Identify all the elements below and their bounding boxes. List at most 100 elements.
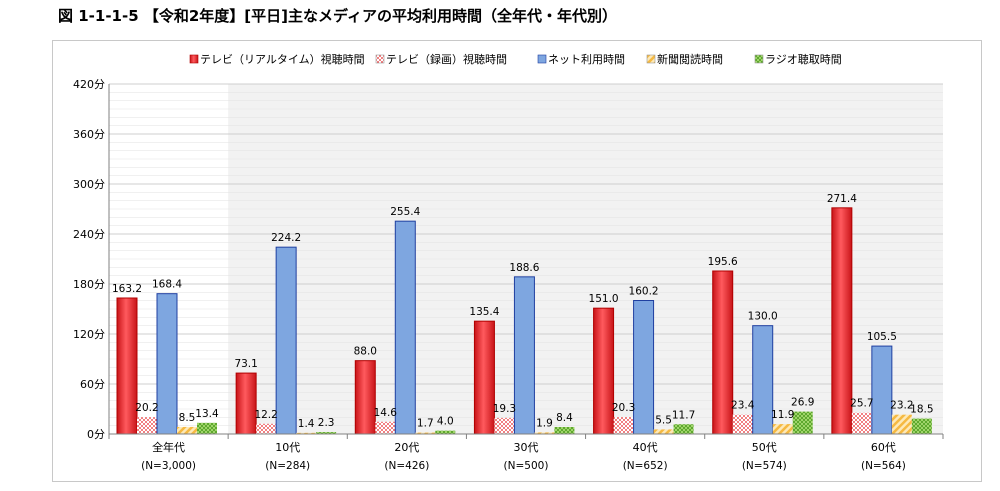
- bar-tv-recorded: [851, 412, 872, 434]
- y-tick-label: 120分: [73, 328, 105, 341]
- bar-radio: [197, 422, 217, 434]
- legend-swatch: [375, 54, 385, 64]
- bar-tv-recorded: [375, 421, 396, 434]
- data-label: 18.5: [910, 404, 933, 416]
- bar-newspaper: [891, 414, 912, 434]
- data-label: 8.4: [556, 412, 573, 424]
- legend-swatch: [646, 54, 656, 64]
- bar-tv-realtime: [712, 270, 734, 435]
- x-category-sample-size: (N=500): [504, 460, 549, 472]
- bar-internet: [871, 345, 893, 435]
- data-label: 19.3: [493, 403, 516, 415]
- data-label: 20.3: [612, 402, 635, 414]
- data-label: 188.6: [509, 262, 539, 274]
- data-label: 163.2: [112, 283, 142, 295]
- data-label: 13.4: [195, 408, 219, 420]
- legend-swatch: [189, 54, 199, 64]
- data-label: 26.9: [791, 397, 814, 409]
- bar-tv-realtime: [593, 307, 615, 435]
- data-label: 23.4: [731, 400, 755, 412]
- bar-internet: [394, 220, 416, 435]
- bar-newspaper: [177, 426, 197, 434]
- legend-label: テレビ（録画）視聴時間: [386, 52, 507, 66]
- data-label: 12.2: [254, 409, 277, 421]
- bar-radio: [435, 430, 456, 434]
- legend-label: ネット利用時間: [548, 53, 625, 66]
- data-label: 271.4: [827, 193, 857, 205]
- y-tick-label: 60分: [80, 378, 105, 391]
- x-category-label: 60代: [871, 441, 896, 454]
- legend-label: テレビ（リアルタイム）視聴時間: [200, 52, 365, 66]
- y-tick-label: 180分: [73, 278, 105, 291]
- x-category-label: 30代: [514, 441, 539, 454]
- data-label: 224.2: [271, 232, 301, 244]
- bar-tv-recorded: [732, 414, 753, 434]
- bar-tv-recorded: [137, 417, 157, 434]
- data-label: 20.2: [135, 402, 158, 414]
- bar-internet: [752, 325, 774, 435]
- data-label: 105.5: [867, 331, 897, 343]
- x-category-sample-size: (N=652): [623, 460, 668, 472]
- data-label: 88.0: [354, 346, 377, 358]
- bar-internet: [156, 293, 178, 435]
- bar-internet: [275, 246, 297, 435]
- y-tick-label: 300分: [73, 178, 105, 191]
- y-tick-label: 0分: [87, 428, 105, 441]
- y-tick-label: 420分: [73, 78, 105, 91]
- legend-swatch: [754, 54, 764, 64]
- bar-radio: [554, 427, 575, 434]
- x-category-label: 全年代: [152, 440, 185, 454]
- bar-tv-realtime: [354, 360, 376, 435]
- data-label: 1.4: [298, 418, 315, 430]
- chart-frame: 163.2 73.1 88.0 135.4 151.0 195.6 271.4 20.2 12.…: [52, 40, 982, 482]
- bar-newspaper: [534, 432, 555, 434]
- bar-internet: [633, 300, 655, 435]
- bar-tv-realtime: [831, 207, 853, 435]
- bar-internet: [513, 276, 535, 435]
- legend-label: 新聞閲読時間: [657, 52, 723, 66]
- data-label: 25.7: [850, 398, 873, 410]
- x-category-sample-size: (N=564): [861, 460, 906, 472]
- x-category-sample-size: (N=426): [384, 460, 429, 472]
- data-label: 130.0: [748, 311, 778, 323]
- data-label: 14.6: [374, 407, 398, 419]
- data-label: 23.2: [890, 400, 913, 412]
- data-label: 151.0: [589, 293, 619, 305]
- bar-newspaper: [415, 432, 436, 434]
- data-label: 5.5: [655, 414, 672, 426]
- x-category-sample-size: (N=284): [265, 460, 310, 472]
- x-category-label: 20代: [394, 441, 419, 454]
- data-label: 168.4: [152, 279, 182, 291]
- bar-radio: [316, 432, 337, 434]
- bar-tv-realtime: [235, 372, 257, 435]
- bar-radio: [673, 424, 694, 434]
- legend-label: ラジオ聴取時間: [765, 53, 842, 66]
- bar-tv-recorded: [256, 423, 277, 434]
- bar-tv-recorded: [494, 417, 515, 434]
- data-label: 135.4: [469, 306, 499, 318]
- figure-title: 図 1-1-1-5 【令和2年度】[平日]主なメディアの平均利用時間（全年代・年…: [58, 7, 617, 25]
- x-category-label: 10代: [275, 441, 300, 454]
- data-label: 160.2: [629, 286, 659, 298]
- data-label: 255.4: [390, 206, 420, 218]
- x-category-sample-size: (N=3,000): [141, 460, 196, 472]
- bar-newspaper: [296, 432, 317, 434]
- data-label: 11.9: [771, 409, 794, 421]
- bar-chart: 163.2 73.1 88.0 135.4 151.0 195.6 271.4 20.2 12.…: [73, 52, 944, 472]
- bar-tv-realtime: [473, 320, 495, 435]
- data-label: 8.5: [179, 412, 196, 424]
- bar-newspaper: [653, 429, 674, 434]
- data-label: 4.0: [437, 416, 454, 428]
- bar-tv-realtime: [116, 297, 138, 435]
- data-label: 1.7: [417, 418, 434, 430]
- y-tick-label: 360分: [73, 128, 105, 141]
- data-label: 195.6: [708, 256, 738, 268]
- data-label: 2.3: [318, 417, 335, 429]
- x-category-label: 40代: [633, 441, 658, 454]
- x-category-sample-size: (N=574): [742, 460, 787, 472]
- data-label: 73.1: [234, 358, 257, 370]
- bar-radio: [792, 411, 813, 434]
- data-label: 11.7: [672, 409, 695, 421]
- y-tick-label: 240分: [73, 228, 105, 241]
- bar-newspaper: [772, 424, 793, 434]
